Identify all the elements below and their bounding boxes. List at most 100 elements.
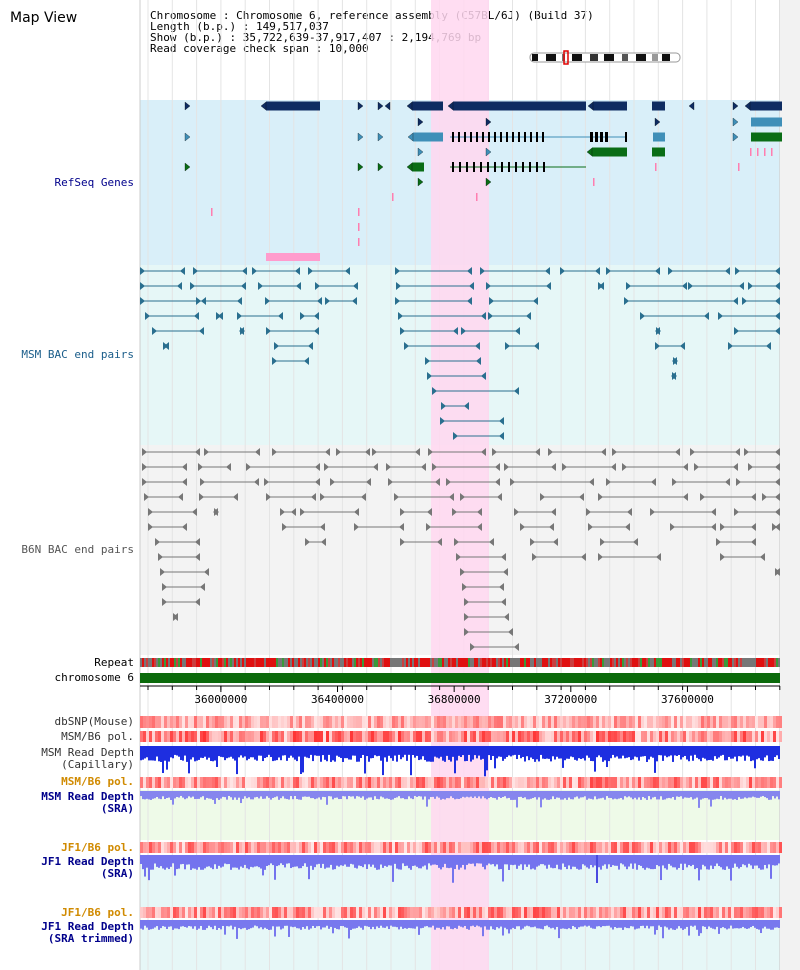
gene-arrow (688, 101, 695, 111)
dbsnp-cell (254, 716, 257, 728)
repeat-segment (440, 658, 442, 667)
b6n-bac-pair-end (633, 538, 638, 546)
msm-bac-pair-end (353, 282, 358, 290)
jf1-depth-trimmed-bar (390, 920, 392, 926)
msm-b6-pol-cell (467, 731, 470, 742)
gene-tick-pink (655, 163, 657, 171)
dbsnp-cell (413, 716, 416, 728)
msm-b6-pol-cell (536, 731, 539, 742)
msm-bac-pair-end (671, 372, 676, 380)
msm-b6-pol-cell (611, 731, 614, 742)
msm-b6-pol-cell (683, 777, 686, 788)
msm-depth-sra-bar (334, 791, 336, 798)
jf1-b6-pol-cell (269, 907, 272, 918)
b6n-bac-pair-end (204, 568, 209, 576)
b6n-bac-pair-end (162, 583, 167, 591)
repeat-segment (660, 658, 662, 667)
track-label-repeat: Repeat (94, 656, 134, 669)
jf1-depth-trimmed-bar (572, 920, 574, 926)
jf1-depth-sra-bar (614, 855, 616, 866)
jf1-depth-sra-bar (710, 855, 712, 866)
dbsnp-cell (476, 716, 479, 728)
dbsnp-cell (377, 716, 380, 728)
jf1-depth-sra-bar (498, 855, 500, 870)
repeat-segment (612, 658, 614, 667)
msm-depth-capillary-bar (434, 746, 436, 757)
jf1-b6-pol-cell (254, 842, 257, 853)
repeat-segment (616, 658, 618, 667)
repeat-segment (736, 658, 738, 667)
jf1-b6-pol-cell (293, 842, 296, 853)
b6n-bac-pair-end (454, 538, 459, 546)
jf1-depth-sra-bar (150, 855, 152, 870)
msm-b6-pol-cell (665, 777, 668, 788)
msm-b6-pol-cell (680, 731, 683, 742)
msm-b6-pol-cell (236, 777, 239, 788)
jf1-depth-trimmed-bar (142, 920, 144, 930)
jf1-depth-trimmed-bar (730, 920, 732, 926)
repeat-segment (742, 658, 744, 667)
msm-depth-sra-bar (424, 791, 426, 797)
jf1-b6-pol-cell (338, 842, 341, 853)
msm-depth-sra-bar (410, 791, 412, 799)
msm-depth-sra-bar (578, 791, 580, 799)
msm-depth-sra-bar (580, 791, 582, 798)
jf1-depth-sra-bar (690, 855, 692, 867)
track-label-msm-b6-pol-2: MSM/B6 pol. (61, 775, 134, 788)
repeat-segment (606, 658, 608, 667)
msm-b6-pol-cell (272, 777, 275, 788)
jf1-depth-trimmed-bar (674, 920, 676, 930)
right-margin (780, 0, 800, 970)
gene-exon (625, 132, 627, 142)
jf1-b6-pol-cell (227, 907, 230, 918)
jf1-b6-pol-cell (371, 907, 374, 918)
msm-bac-pair-end (688, 282, 693, 290)
msm-depth-sra-bar (142, 791, 144, 800)
gene-block (652, 101, 665, 111)
dbsnp-cell (326, 716, 329, 728)
repeat-segment (746, 658, 748, 667)
msm-depth-capillary-bar (570, 746, 572, 757)
jf1-depth-sra-bar (166, 855, 168, 868)
msm-b6-pol-cell (380, 777, 383, 788)
jf1-depth-trimmed-bar (196, 920, 198, 930)
jf1-b6-pol-cell (353, 907, 356, 918)
jf1-depth-trimmed-bar (490, 920, 492, 927)
msm-depth-sra-bar (182, 791, 184, 798)
dbsnp-cell (206, 716, 209, 728)
repeat-segment (240, 658, 242, 667)
jf1-b6-pol-cell (674, 842, 677, 853)
msm-b6-pol-cell (377, 731, 380, 742)
jf1-b6-pol-cell (368, 907, 371, 918)
msm-b6-pol-cell (224, 777, 227, 788)
msm-b6-pol-cell (233, 777, 236, 788)
jf1-b6-pol-cell (425, 907, 428, 918)
jf1-b6-pol-cell (245, 907, 248, 918)
msm-depth-capillary-bar (386, 746, 388, 762)
b6n-bac-pair-end (744, 448, 749, 456)
repeat-segment (326, 658, 328, 667)
jf1-depth-sra-bar (144, 855, 146, 877)
msm-bac-pair-end (476, 357, 481, 365)
jf1-depth-sra-bar (680, 855, 682, 864)
msm-depth-sra-bar (654, 791, 656, 797)
dbsnp-cell (650, 716, 653, 728)
jf1-depth-sra-bar (400, 855, 402, 870)
jf1-b6-pol-cell (674, 907, 677, 918)
msm-b6-pol-cell (551, 777, 554, 788)
msm-depth-sra-bar (568, 791, 570, 798)
dbsnp-cell (182, 716, 185, 728)
jf1-b6-pol-cell (167, 907, 170, 918)
msm-depth-sra-bar (640, 791, 642, 800)
dbsnp-cell (488, 716, 491, 728)
dbsnp-cell (149, 716, 152, 728)
dbsnp-cell (257, 716, 260, 728)
gene-arrow (485, 147, 492, 157)
jf1-b6-pol-cell (428, 907, 431, 918)
dbsnp-cell (596, 716, 599, 728)
msm-depth-sra-bar (466, 791, 468, 797)
msm-b6-pol-cell (584, 731, 587, 742)
jf1-b6-pol-cell (632, 842, 635, 853)
msm-b6-pol-cell (185, 777, 188, 788)
